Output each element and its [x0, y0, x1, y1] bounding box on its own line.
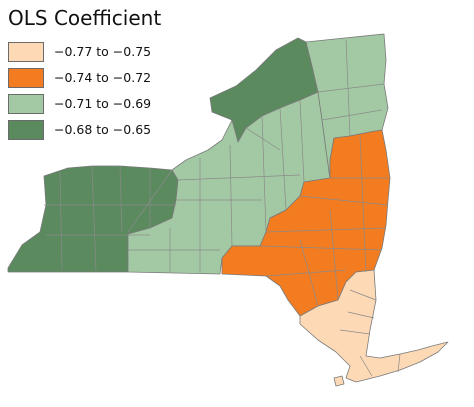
- legend-swatch-4: [8, 120, 44, 140]
- legend-swatch-1: [8, 42, 44, 62]
- region-hudson-catskills: [221, 129, 391, 317]
- region-staten-island: [333, 375, 345, 387]
- legend-label-3: −0.71 to −0.69: [54, 96, 152, 111]
- legend-swatch-3: [8, 94, 44, 114]
- legend-label-2: −0.74 to −0.72: [54, 70, 152, 85]
- county-borders: [44, 39, 401, 377]
- map-title: OLS Coefficient: [8, 6, 162, 30]
- legend-label-4: −0.68 to −0.65: [54, 122, 152, 137]
- legend-swatch-2: [8, 68, 44, 88]
- legend-label-1: −0.77 to −0.75: [54, 44, 152, 59]
